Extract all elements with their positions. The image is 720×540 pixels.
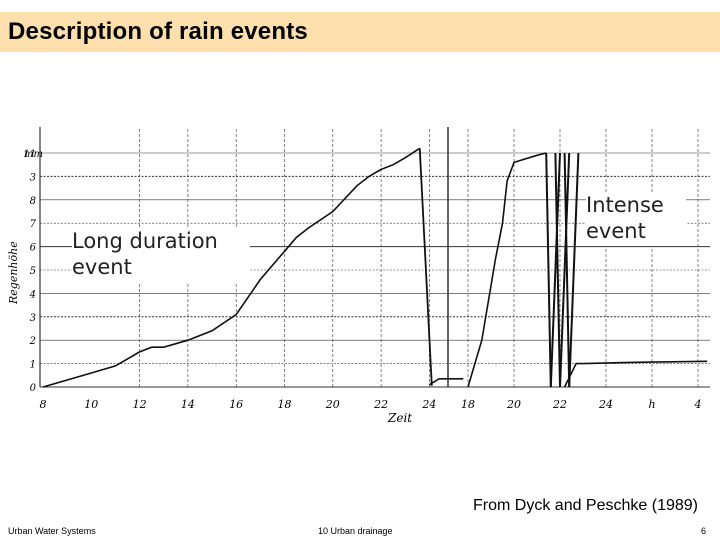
panel1-x-tick-labels: 8 10 12 14 16 18 20 22 24 [40,398,437,411]
intense-event-label: Intense event [586,192,686,246]
long-duration-label: Long duration event [72,228,250,282]
footer-chapter: 10 Urban drainage [318,526,393,536]
y-tick-label: 7 [30,219,37,230]
y-tick-label: 6 [30,243,37,254]
siphon-drop [563,152,571,388]
y-tick-label: 4 [29,289,36,300]
y-tick-label: 5 [30,266,36,277]
x-tick-label: 12 [133,398,147,411]
siphon-drop [545,152,552,388]
x-tick-label: 4 [694,398,702,411]
series-line-panel2 [467,152,547,388]
x-tick-label: h [648,398,655,411]
siphon-rise [559,152,571,388]
x-tick-label: 22 [373,398,388,411]
intense-event-label-line2: event [586,219,646,243]
x-tick-label: 20 [325,398,340,411]
x-tick-label: 18 [461,398,475,411]
x-tick-label: 10 [84,398,98,411]
footer-course: Urban Water Systems [8,526,96,536]
series-line-panel1 [42,147,421,388]
x-axis-label: Zeit [387,411,412,425]
long-duration-label-line1: Long duration [72,229,218,253]
x-tick-label: 8 [40,398,47,411]
y-tick-labels: mm 0 1 2 3 4 5 6 7 8 3 11 [23,149,43,394]
siphon-rise [549,152,561,388]
y-axis-unit: mm [24,149,43,160]
siphon-drop [554,152,561,388]
siphon-drop [418,148,433,386]
x-tick-label: 24 [598,398,613,411]
panel2-x-tick-labels: 18 20 22 24 h 4 [461,398,702,411]
long-duration-label-line2: event [72,255,132,279]
series-line-panel1 [428,378,464,386]
x-tick-label: 18 [278,398,292,411]
title-bar: Description of rain events [0,12,720,52]
y-tick-label: 0 [30,383,37,394]
intense-event-label-line1: Intense [586,193,664,217]
slide-title: Description of rain events [8,18,308,45]
x-tick-label: 20 [506,398,521,411]
y-tick-label: 2 [29,336,36,347]
rainfall-curves [42,147,708,388]
siphon-rise [568,152,580,388]
x-tick-label: 16 [229,398,243,411]
citation: From Dyck and Peschke (1989) [473,497,698,514]
y-tick-label: 3 [30,313,36,324]
y-tick-label: 8 [30,196,36,207]
y-tick-label: 1 [30,360,36,371]
x-tick-label: 22 [552,398,567,411]
y-axis-label: Regenhöhe [7,241,20,305]
x-tick-label: 14 [181,398,195,411]
y-tick-label: 3 [30,172,36,183]
footer-page-number: 6 [700,526,706,536]
y-tick-label: 11 [23,149,36,160]
x-tick-label: 24 [421,398,436,411]
series-line-panel2 [563,360,708,388]
